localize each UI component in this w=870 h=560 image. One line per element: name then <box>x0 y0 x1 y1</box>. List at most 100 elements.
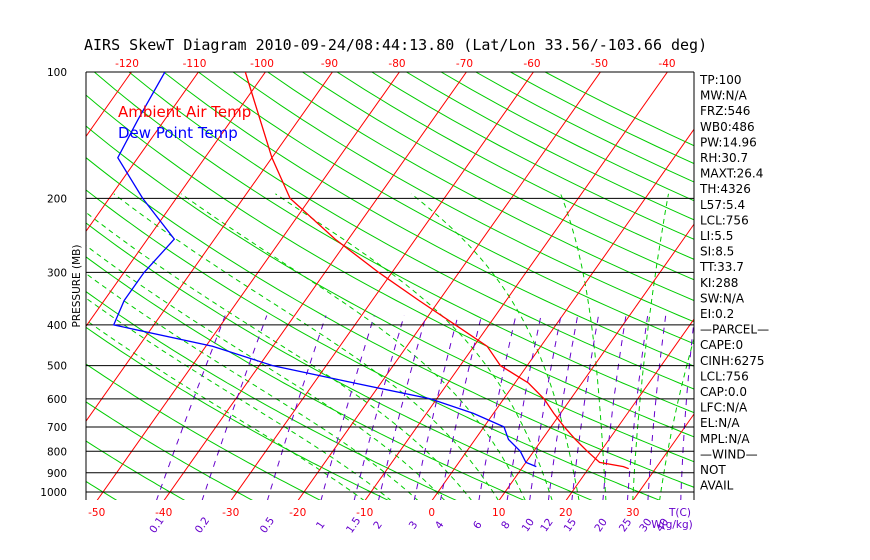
top-temp-tick-label: -90 <box>321 58 338 70</box>
axis-tick-labels: 1002003004005006007008009001000PRESSURE … <box>40 58 693 536</box>
isotherm-line <box>297 72 602 500</box>
isotherm-line <box>0 63 4 501</box>
isotherm-line <box>364 72 669 500</box>
dry-adiabat-line <box>267 72 694 302</box>
mixing-ratio-tick-label: 6 <box>471 519 485 532</box>
pressure-tick-label: 700 <box>47 422 67 434</box>
moist-adiabat-line <box>560 193 607 500</box>
isotherm-line <box>0 63 71 501</box>
index-label: MPL:N/A <box>700 432 750 446</box>
index-label: AVAIL <box>700 479 734 493</box>
dry-adiabat-line <box>128 72 694 390</box>
mixing-ratio-tick-label: 0.2 <box>193 515 212 536</box>
mixing-ratio-line <box>156 315 226 500</box>
isotherm-line <box>86 72 334 423</box>
top-temp-tick-label: -40 <box>658 58 675 70</box>
index-label: NOT <box>700 463 726 477</box>
pressure-tick-label: 800 <box>47 446 67 458</box>
index-label: CINH:6275 <box>700 354 765 368</box>
index-label: MAXT:26.4 <box>700 167 763 181</box>
dry-adiabat-line <box>336 72 694 260</box>
index-label: CAP:0.0 <box>700 385 747 399</box>
isotherm-line <box>96 72 401 500</box>
top-temp-tick-label: -100 <box>250 58 274 70</box>
pressure-tick-label: 600 <box>47 394 67 406</box>
legend-entry: Ambient Air Temp <box>118 103 251 121</box>
mixing-ratio-tick-label: 12 <box>538 516 556 534</box>
isotherm-line <box>431 128 694 500</box>
index-label: LFC:N/A <box>700 401 748 415</box>
pressure-tick-label: 500 <box>47 361 67 373</box>
index-label: PW:14.96 <box>700 135 757 149</box>
chart-title: AIRS SkewT Diagram 2010-09-24/08:44:13.8… <box>84 36 707 54</box>
mixing-ratio-unit-label: W(g/kg) <box>651 519 693 531</box>
legend-entry: Dew Point Temp <box>118 124 238 142</box>
mixing-ratio-line <box>378 315 427 500</box>
series-line-ambient-air-temp <box>244 72 629 470</box>
mixing-ratio-line <box>320 315 375 500</box>
pressure-tick-label: 1000 <box>40 487 67 499</box>
pressure-tick-label: 300 <box>47 267 67 279</box>
index-label: L57:5.4 <box>700 198 745 212</box>
mixing-ratio-tick-label: 15 <box>562 516 580 534</box>
index-label: CAPE:0 <box>700 338 743 352</box>
bottom-temp-tick-label: 0 <box>428 507 435 519</box>
top-temp-tick-label: -60 <box>523 58 540 70</box>
bottom-temp-tick-label: 10 <box>492 507 505 519</box>
index-label: MW:N/A <box>700 89 748 103</box>
dry-adiabat-line <box>86 401 253 500</box>
bottom-temp-tick-label: -20 <box>289 507 306 519</box>
bottom-temp-tick-label: 20 <box>559 507 572 519</box>
mixing-ratio-tick-label: 0.5 <box>258 515 277 536</box>
dry-adiabat-line <box>86 189 661 500</box>
mixing-ratio-tick-label: 3 <box>407 519 421 531</box>
dry-adiabat-line <box>86 157 694 488</box>
top-temp-tick-label: -70 <box>456 58 473 70</box>
moist-adiabat-line <box>86 211 472 500</box>
mixing-ratio-tick-label: 20 <box>592 516 610 534</box>
mixing-ratio-tick-label: 8 <box>499 519 513 531</box>
dry-adiabat-line <box>302 72 694 281</box>
index-label: LCL:756 <box>700 213 749 227</box>
dry-adiabat-line <box>86 256 525 500</box>
chart-legend: Ambient Air Temp Dew Point Temp <box>118 103 251 142</box>
isotherm-line <box>498 223 694 500</box>
moist-adiabat-line <box>632 193 669 500</box>
index-label: TH:4326 <box>699 182 751 196</box>
isotherm-line <box>767 63 870 501</box>
top-temp-tick-label: -80 <box>388 58 405 70</box>
dry-adiabat-line <box>0 72 50 501</box>
moist-adiabat-line <box>86 319 365 500</box>
top-temp-tick-label: -50 <box>591 58 608 70</box>
dry-adiabat-line <box>406 72 694 221</box>
isotherm-line <box>565 318 694 500</box>
pressure-tick-label: 100 <box>47 67 67 79</box>
x-axis-unit-label: T(C) <box>668 507 691 519</box>
index-label: EI:0.2 <box>700 307 734 321</box>
index-label: SW:N/A <box>700 291 745 305</box>
dry-adiabat-line <box>86 222 593 500</box>
mixing-ratio-tick-label: 4 <box>433 519 447 532</box>
index-label: TP:100 <box>699 73 742 87</box>
index-label: FRZ:546 <box>700 104 750 118</box>
dry-adiabat-line <box>86 125 694 463</box>
series-line-dew-point-temp <box>112 72 537 468</box>
moist-adiabat-line <box>86 273 419 500</box>
pressure-isobars <box>86 71 694 493</box>
index-label: WB0:486 <box>700 120 755 134</box>
pressure-tick-label: 400 <box>47 320 67 332</box>
isotherm-line <box>163 72 468 500</box>
dry-adiabat-line <box>163 72 694 367</box>
bottom-temp-tick-label: -10 <box>356 507 373 519</box>
y-axis-label: PRESSURE (MB) <box>71 244 83 327</box>
dry-adiabat-line <box>86 440 186 500</box>
isotherm-line <box>230 72 535 500</box>
mixing-ratio-tick-label: 10 <box>520 516 538 534</box>
isotherm-line <box>86 72 267 328</box>
dry-adiabat-line <box>232 72 694 323</box>
index-label: LCL:756 <box>700 369 749 383</box>
bottom-temp-tick-label: -40 <box>155 507 172 519</box>
mixing-ratio-tick-label: 2 <box>371 519 385 531</box>
index-label: KI:288 <box>700 276 738 290</box>
